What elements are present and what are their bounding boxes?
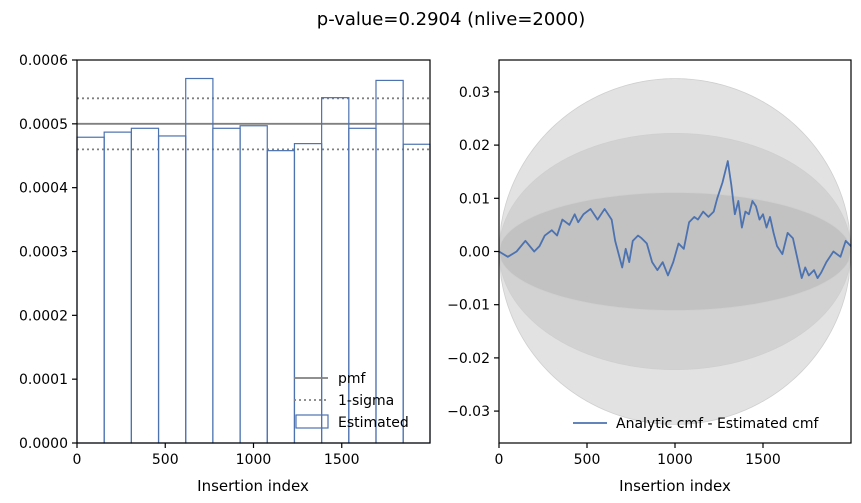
y-tick-label: 0.00 xyxy=(459,245,490,261)
x-tick-label: 1000 xyxy=(657,452,693,468)
chart1-x-ticks: 0 500 1000 1500 xyxy=(73,443,360,468)
chart1-y-ticks: 0.0000 0.0001 0.0002 0.0003 0.0004 0.0005 0.00… xyxy=(19,53,77,452)
estimated-histogram xyxy=(76,77,431,444)
y-tick-label: 0.0004 xyxy=(19,181,68,197)
histogram-bar xyxy=(130,127,160,444)
y-tick-label: −0.01 xyxy=(447,298,490,314)
chart2-x-axis-label: Insertion index xyxy=(619,477,731,495)
histogram-bar xyxy=(402,143,431,444)
histogram-bar xyxy=(103,131,132,444)
sigma-band-1 xyxy=(498,192,852,311)
y-tick-label: 0.0003 xyxy=(19,245,68,261)
figure-title: p-value=0.2904 (nlive=2000) xyxy=(317,9,585,30)
chart1-x-axis-label: Insertion index xyxy=(197,477,309,495)
histogram-chart: 0 500 1000 1500 0.00000.00010.00020.00030.0… xyxy=(19,53,431,495)
histogram-bar xyxy=(76,136,105,444)
x-tick-label: 1500 xyxy=(324,452,360,468)
chart2-x-ticks: 0 500 1000 1500 xyxy=(495,443,781,468)
histogram-bar xyxy=(266,150,296,444)
x-tick-label: 0 xyxy=(73,452,82,468)
histogram-bar xyxy=(375,79,404,444)
cmf-difference-series xyxy=(498,160,852,280)
y-tick-label: 0.0000 xyxy=(19,436,68,452)
chart1-legend: pmf 1-sigma Estimated xyxy=(294,371,409,431)
legend-sigma-label: 1-sigma xyxy=(338,393,394,409)
cmf-difference-line xyxy=(498,160,852,280)
y-tick-label: −0.02 xyxy=(447,351,490,367)
x-tick-label: 500 xyxy=(574,452,601,468)
y-tick-label: 0.01 xyxy=(459,191,490,207)
y-tick-label: −0.03 xyxy=(447,404,490,420)
x-tick-label: 0 xyxy=(495,452,504,468)
histogram-bar xyxy=(185,77,214,444)
chart2-y-ticks: −0.03 −0.02 −0.01 0.00 0.01 0.02 0.03 xyxy=(447,85,499,420)
x-tick-label: 1500 xyxy=(745,452,781,468)
x-tick-label: 500 xyxy=(152,452,179,468)
y-tick-label: 0.0001 xyxy=(19,372,68,388)
histogram-bar xyxy=(212,127,241,444)
legend-estimated-label: Estimated xyxy=(338,415,409,431)
legend-cmf-label: Analytic cmf - Estimated cmf xyxy=(616,416,819,432)
y-tick-label: 0.0005 xyxy=(19,117,68,133)
legend-estimated-swatch xyxy=(295,414,329,429)
cmf-difference-chart: 0 500 1000 1500 −0.03 −0.02 −0.01 0.00 0.01 0.02… xyxy=(447,59,852,495)
histogram-bar xyxy=(157,135,187,444)
legend-pmf-label: pmf xyxy=(338,371,367,387)
y-tick-label: 0.0006 xyxy=(19,53,68,69)
y-tick-label: 0.02 xyxy=(459,138,490,154)
histogram-bar xyxy=(321,97,350,444)
chart1-axes-frame xyxy=(76,59,431,444)
chart2-legend: Analytic cmf - Estimated cmf xyxy=(573,416,819,432)
chart1-reference-lines xyxy=(77,97,430,151)
histogram-bar xyxy=(293,143,323,444)
y-tick-label: 0.0002 xyxy=(19,308,68,324)
x-tick-label: 1000 xyxy=(236,452,272,468)
histogram-bar xyxy=(239,125,268,444)
y-tick-label: 0.03 xyxy=(459,85,490,101)
sigma-bands xyxy=(498,78,852,425)
